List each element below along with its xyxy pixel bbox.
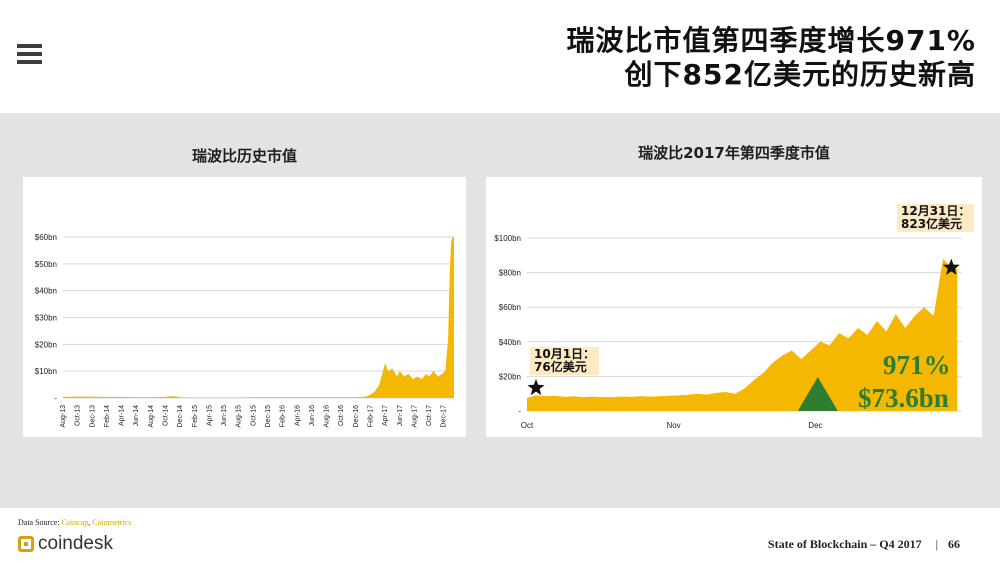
end-callout-line2: 823亿美元 [901, 217, 963, 231]
y-tick-label: $30bn [35, 314, 57, 323]
start-star-icon [527, 378, 545, 396]
y-tick-label: $60bn [499, 303, 521, 312]
coindesk-logo: coindesk [18, 533, 113, 554]
x-tick-label: Oct-13 [75, 405, 82, 426]
start-value-callout: 10月1日： 76亿美元 [530, 347, 600, 375]
x-tick-label: Jun-14 [133, 405, 140, 427]
x-tick-label: Feb-16 [280, 405, 287, 427]
x-tick-label: Dec-13 [89, 405, 96, 428]
x-tick-label: Aug-16 [324, 405, 331, 428]
end-star-icon [942, 258, 960, 275]
hamburger-menu-icon[interactable] [17, 44, 42, 64]
header-bar: 瑞波比市值第四季度增长971% 创下852亿美元的历史新高 [0, 0, 1000, 113]
y-tick-label: $80bn [499, 269, 521, 278]
x-tick-label: Oct-14 [163, 405, 170, 426]
x-tick-label: Dec [808, 421, 822, 430]
coindesk-logo-icon [18, 536, 34, 552]
x-tick-label: Oct [521, 421, 534, 430]
end-callout-line1: 12月31日： [901, 204, 971, 218]
y-tick-label: $40bn [35, 287, 57, 296]
title-line-2: 创下852亿美元的历史新高 [624, 58, 976, 91]
x-tick-label: Aug-17 [411, 405, 418, 428]
x-tick-label: Feb-17 [368, 405, 375, 427]
data-source: Data Source: Coincap, Coinmetrics [18, 518, 132, 527]
x-tick-label: Jun-17 [397, 405, 404, 427]
x-tick-label: Feb-14 [104, 405, 111, 427]
x-tick-label: Apr-15 [206, 405, 213, 426]
y-tick-label: $20bn [499, 372, 521, 381]
x-tick-label: Oct-17 [426, 405, 433, 426]
increase-triangle-icon [797, 377, 838, 411]
x-tick-label: Dec-16 [353, 405, 360, 428]
x-tick-label: Oct-16 [338, 405, 345, 426]
q4-chart-svg: - $20bn $40bn $60bn $80bn $100bn Oct Nov Dec [494, 234, 962, 430]
x-tick-label: Dec-17 [441, 405, 448, 428]
market-cap-area [527, 258, 958, 411]
x-tick-label: Oct-15 [250, 405, 257, 426]
growth-percent-label: 971% [883, 350, 951, 380]
y-tick-label: $40bn [499, 338, 521, 347]
x-tick-label: Nov [666, 421, 680, 430]
x-tick-label: Dec-15 [265, 405, 272, 428]
x-tick-label: Aug-15 [236, 405, 243, 428]
x-tick-label: Apr-17 [382, 405, 389, 426]
deck-title: State of Blockchain – Q4 2017 [767, 537, 922, 551]
x-tick-label: Jun-15 [221, 405, 228, 427]
source-link-coincap[interactable]: Coincap [61, 518, 89, 527]
historical-chart-svg: - $10bn $20bn $30bn $40bn $50bn $60bn Aug-13 Oct… [35, 233, 454, 428]
page-number: 66 [948, 537, 960, 551]
left-chart-title: 瑞波比历史市值 [191, 147, 297, 165]
market-cap-area [63, 237, 454, 398]
start-callout-line2: 76亿美元 [534, 360, 587, 374]
start-callout-line1: 10月1日： [534, 347, 596, 361]
x-tick-label: Aug-13 [60, 405, 67, 428]
right-chart-title: 瑞波比2017年第四季度市值 [638, 144, 830, 162]
data-source-label: Data Source: [18, 518, 60, 527]
x-tick-label: Dec-14 [177, 405, 184, 428]
y-tick-label: $60bn [35, 233, 57, 242]
y-tick-label: $10bn [35, 367, 57, 376]
coindesk-logo-text: coindesk [38, 533, 113, 554]
x-tick-label: Jun-16 [309, 405, 316, 427]
growth-amount-label: $73.6bn [858, 383, 949, 413]
x-tick-label: Apr-16 [294, 405, 301, 426]
y-tick-label: $100bn [494, 234, 521, 243]
y-tick-label: - [518, 407, 521, 416]
page-separator: | [935, 537, 938, 551]
page-info: State of Blockchain – Q4 2017 | 66 [768, 537, 960, 552]
x-tick-label: Aug-14 [148, 405, 155, 428]
y-tick-label: - [54, 394, 57, 403]
end-value-callout: 12月31日： 823亿美元 [897, 204, 975, 232]
title-line-1: 瑞波比市值第四季度增长971% [566, 24, 976, 57]
y-tick-label: $20bn [35, 340, 57, 349]
slide-title: 瑞波比市值第四季度增长971% 创下852亿美元的历史新高 [566, 24, 976, 92]
historical-market-cap-chart: - $10bn $20bn $30bn $40bn $50bn $60bn Aug-13 Oct… [23, 177, 466, 437]
x-tick-label: Apr-14 [119, 405, 126, 426]
x-tick-label: Feb-15 [192, 405, 199, 427]
y-tick-label: $50bn [35, 260, 57, 269]
footer [0, 508, 1000, 563]
source-link-coinmetrics[interactable]: Coinmetrics [92, 518, 132, 527]
